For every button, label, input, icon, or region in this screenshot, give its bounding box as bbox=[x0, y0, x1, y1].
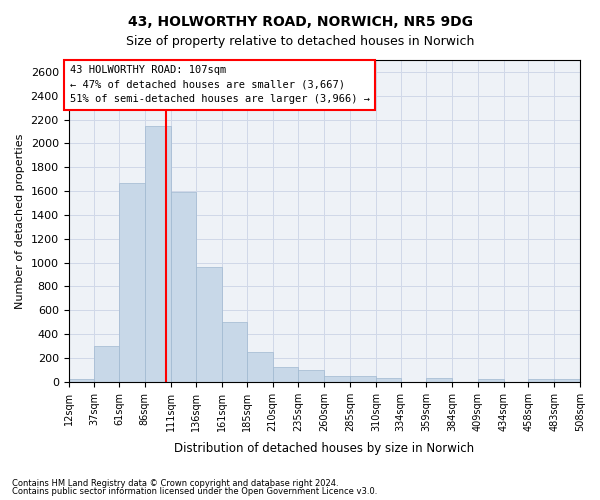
Text: Contains public sector information licensed under the Open Government Licence v3: Contains public sector information licen… bbox=[12, 487, 377, 496]
Bar bbox=[554, 379, 580, 382]
Bar bbox=[273, 368, 298, 382]
Text: Contains HM Land Registry data © Crown copyright and database right 2024.: Contains HM Land Registry data © Crown c… bbox=[12, 478, 338, 488]
Bar bbox=[247, 352, 273, 382]
Bar bbox=[196, 268, 222, 382]
Bar bbox=[94, 346, 119, 382]
Text: 43, HOLWORTHY ROAD, NORWICH, NR5 9DG: 43, HOLWORTHY ROAD, NORWICH, NR5 9DG bbox=[128, 15, 473, 29]
X-axis label: Distribution of detached houses by size in Norwich: Distribution of detached houses by size … bbox=[174, 442, 475, 455]
Bar bbox=[529, 380, 554, 382]
Bar bbox=[119, 183, 145, 382]
Bar bbox=[170, 192, 196, 382]
Bar bbox=[222, 322, 247, 382]
Y-axis label: Number of detached properties: Number of detached properties bbox=[15, 133, 25, 308]
Text: 43 HOLWORTHY ROAD: 107sqm
← 47% of detached houses are smaller (3,667)
51% of se: 43 HOLWORTHY ROAD: 107sqm ← 47% of detac… bbox=[70, 65, 370, 104]
Bar bbox=[427, 378, 452, 382]
Bar bbox=[68, 379, 94, 382]
Bar bbox=[350, 376, 376, 382]
Bar bbox=[478, 380, 503, 382]
Bar bbox=[298, 370, 324, 382]
Bar bbox=[324, 376, 350, 382]
Bar bbox=[145, 126, 170, 382]
Text: Size of property relative to detached houses in Norwich: Size of property relative to detached ho… bbox=[126, 35, 474, 48]
Bar bbox=[376, 378, 401, 382]
